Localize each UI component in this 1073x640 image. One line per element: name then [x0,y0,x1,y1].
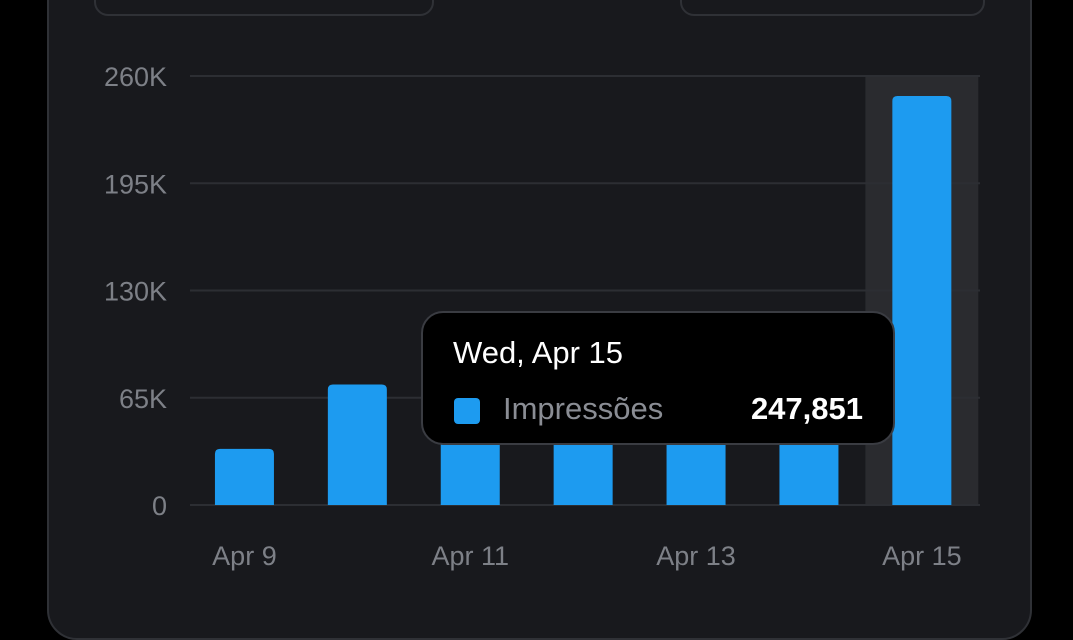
x-tick-label: Apr 13 [656,541,736,571]
bar-apr-15[interactable] [892,96,952,506]
bar-apr-9[interactable] [214,448,274,505]
bar-apr-14[interactable] [779,427,839,505]
y-tick-label: 65K [119,384,167,414]
bar-chart: 0 65K 130K 195K 260K Apr 9 Apr 11 Apr 13 Apr 15 [104,62,980,571]
x-tick-label: Apr 15 [882,541,962,571]
y-tick-label: 0 [152,491,167,521]
x-tick-label: Apr 9 [212,541,277,571]
x-tick-label: Apr 11 [431,541,509,571]
tooltip-series-swatch [454,398,480,424]
chart-tooltip: Wed, Apr 15 Impressões 247,851 [421,311,895,445]
bar-apr-10[interactable] [327,384,387,505]
tooltip-date: Wed, Apr 15 [453,335,624,370]
bar-apr-12[interactable] [553,427,613,505]
y-tick-label: 260K [104,62,167,92]
tooltip-series-label: Impressões [503,391,664,426]
bar-apr-11[interactable] [440,427,500,505]
y-tick-label: 130K [104,277,167,307]
tooltip-value: 247,851 [750,391,863,426]
bar-apr-13[interactable] [666,427,726,505]
y-tick-label: 195K [104,169,167,199]
